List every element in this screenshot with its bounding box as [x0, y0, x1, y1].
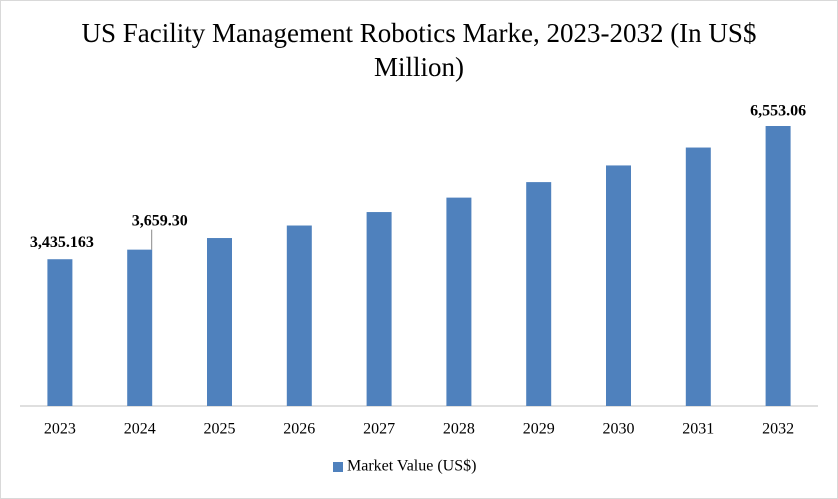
- bar: [606, 165, 631, 406]
- x-tick-label: 2031: [682, 421, 714, 438]
- data-label: 3,435.163: [30, 234, 94, 251]
- bar: [526, 182, 552, 406]
- bar: [446, 197, 472, 406]
- bar: [286, 225, 312, 406]
- bar: [47, 259, 73, 406]
- bar: [366, 212, 392, 406]
- bar: [127, 249, 153, 406]
- x-tick-label: 2025: [204, 421, 236, 438]
- bar: [765, 126, 791, 406]
- x-tick-label: 2023: [44, 421, 76, 438]
- x-tick-label: 2032: [762, 421, 794, 438]
- x-tick-label: 2027: [363, 421, 395, 438]
- x-tick-label: 2026: [283, 421, 315, 438]
- legend-label: Market Value (US$): [347, 458, 476, 475]
- x-tick-label: 2029: [523, 421, 555, 438]
- data-label: 3,659.30: [132, 212, 188, 229]
- x-tick-label: 2028: [443, 421, 475, 438]
- bar: [207, 238, 232, 406]
- bar: [685, 147, 711, 406]
- legend-swatch: [333, 462, 343, 472]
- x-tick-label: 2030: [603, 421, 635, 438]
- x-tick-label: 2024: [124, 421, 156, 438]
- chart-title: US Facility Management Robotics Marke, 2…: [81, 18, 757, 82]
- data-label: 6,553.06: [750, 103, 806, 120]
